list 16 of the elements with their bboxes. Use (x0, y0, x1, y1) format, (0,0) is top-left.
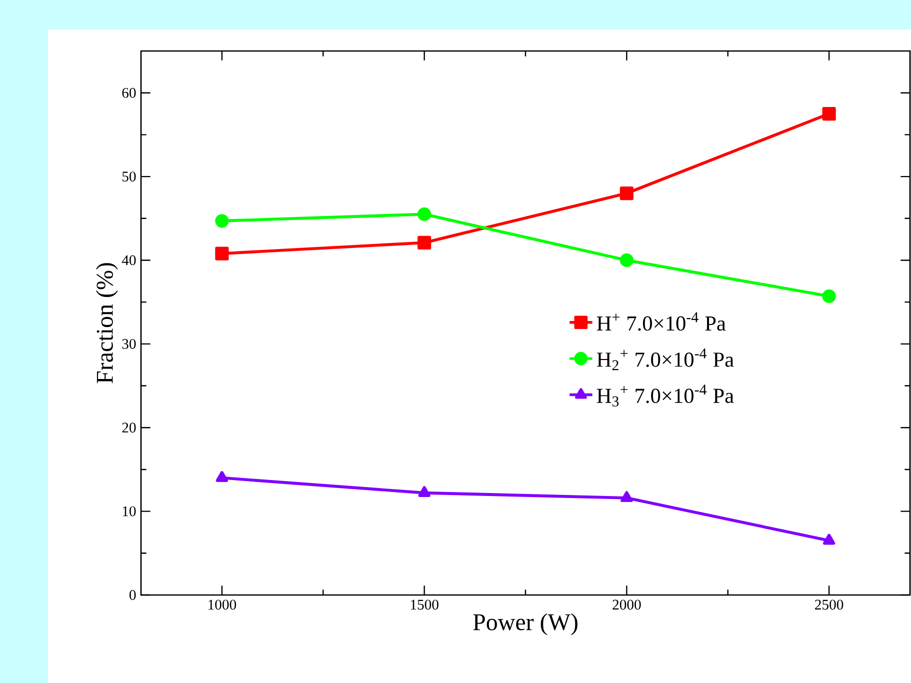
x-tick-label: 1000 (208, 600, 236, 610)
x-tick-label: 2000 (612, 600, 641, 610)
y-tick-label: 60 (122, 88, 136, 98)
legend-label: H$_{3}$$^{+}$ 7.0×10$^{-4}$ Pa (596, 384, 734, 406)
legend-label: H$^{+}$ 7.0×10$^{-4}$ Pa (596, 312, 726, 331)
y-tick-label: 50 (122, 172, 136, 182)
x-tick-label: 2500 (815, 600, 844, 610)
y-tick-label: 40 (122, 255, 136, 266)
y-tick-label: 0 (130, 590, 136, 600)
x-axis-title: Power (W) (473, 613, 578, 636)
y-tick-label: 10 (122, 506, 136, 516)
x-tick-label: 1500 (410, 600, 438, 610)
legend-label: H$_{2}$$^{+}$ 7.0×10$^{-4}$ Pa (596, 348, 734, 370)
y-tick-label: 30 (122, 338, 136, 349)
y-tick-label: 20 (122, 422, 136, 433)
y-axis-title: Fraction (%) (96, 263, 118, 384)
